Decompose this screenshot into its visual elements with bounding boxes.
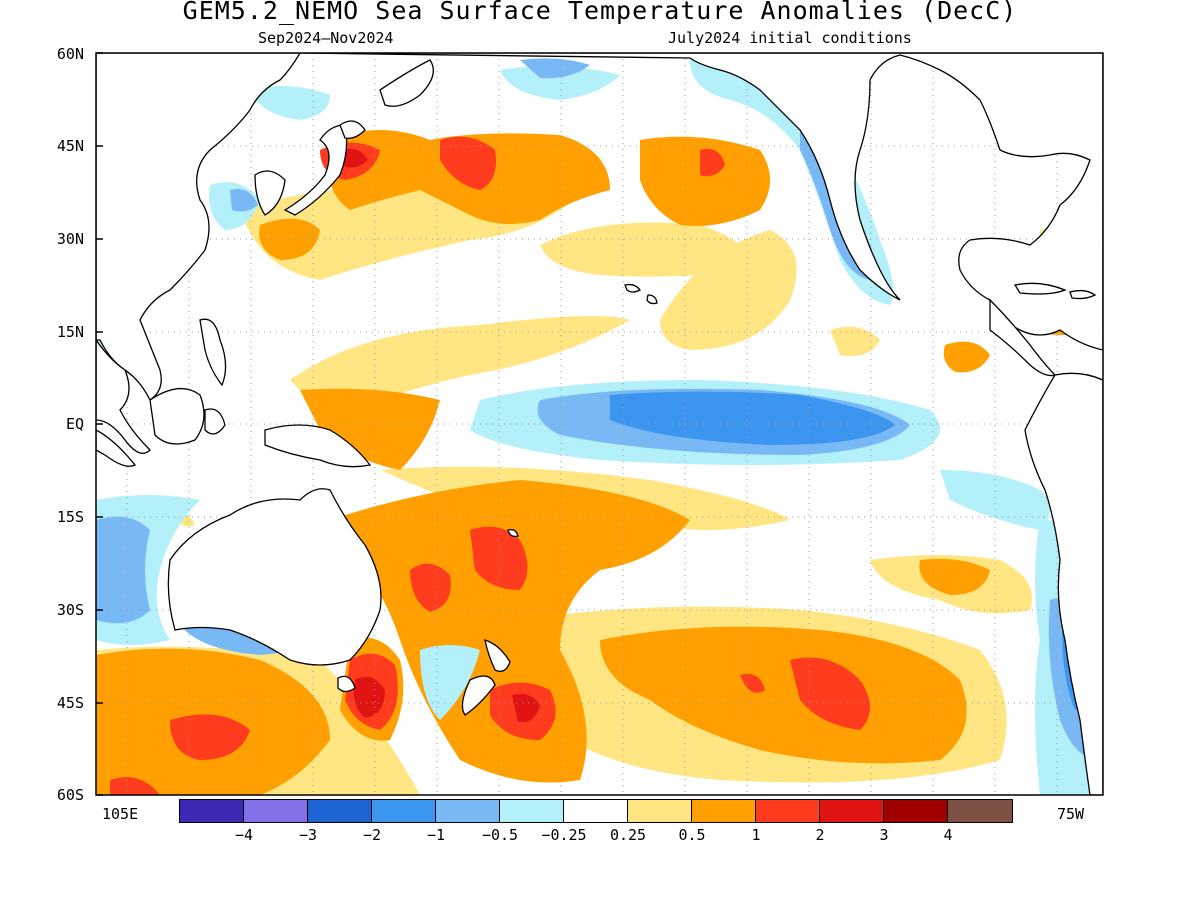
- lon-label-east: 75W: [1057, 805, 1085, 823]
- color-scale-label: −0.25: [541, 826, 587, 844]
- tasmania: [337, 675, 356, 693]
- cuba: [1013, 282, 1067, 295]
- philippines: [199, 318, 227, 387]
- color-scale-label: −1: [426, 826, 446, 844]
- color-swatch-9: [756, 800, 820, 822]
- color-swatch-1: [244, 800, 308, 822]
- color-scale-label: −3: [298, 826, 318, 844]
- color-swatch-2: [308, 800, 372, 822]
- north-america: [299, 53, 1103, 351]
- kamchatka: [379, 59, 434, 107]
- hawaii-big-island: [646, 294, 658, 305]
- hispaniola: [1069, 289, 1097, 300]
- color-scale-label: 1: [751, 826, 761, 844]
- color-swatch-4: [436, 800, 500, 822]
- korea-peninsula: [254, 170, 286, 216]
- color-scale-label: 3: [879, 826, 889, 844]
- map-title: GEM5.2_NEMO Sea Surface Temperature Anom…: [182, 0, 1018, 25]
- color-scale-label: 2: [815, 826, 825, 844]
- color-scale-bar: [179, 799, 1013, 823]
- initial-conditions: July2024 initial conditions: [668, 29, 912, 47]
- hawaii: [624, 283, 641, 293]
- color-swatch-5: [500, 800, 564, 822]
- color-swatch-8: [692, 800, 756, 822]
- lon-label-west: 105E: [102, 805, 139, 823]
- lat-label-15s: 15S: [56, 508, 84, 526]
- anomaly-2-to-3: [340, 148, 540, 723]
- fiji: [507, 528, 519, 538]
- sumatra: [96, 429, 137, 467]
- japan-islands: [283, 124, 348, 216]
- color-scale-label: −4: [234, 826, 254, 844]
- color-swatch-10: [820, 800, 884, 822]
- color-scale-label: 0.25: [609, 826, 647, 844]
- australia: [167, 488, 382, 666]
- new-zealand-north: [484, 639, 511, 673]
- land-coastlines: [96, 53, 1103, 795]
- color-scale-label: 0.5: [678, 826, 706, 844]
- asia-landmass: [96, 53, 301, 401]
- lat-label-eq: EQ: [65, 415, 84, 433]
- color-swatch-11: [884, 800, 948, 822]
- lat-label-60s: 60S: [56, 786, 84, 804]
- borneo: [149, 388, 205, 445]
- new-guinea: [264, 424, 372, 468]
- color-swatch-12: [948, 800, 1012, 822]
- lat-label-45n: 45N: [56, 137, 84, 155]
- indochina-landmass: [96, 338, 151, 454]
- color-scale-label: −2: [362, 826, 382, 844]
- lat-label-30s: 30S: [56, 601, 84, 619]
- color-swatch-0: [180, 800, 244, 822]
- new-zealand-south: [461, 675, 496, 716]
- lat-label-15n: 15N: [56, 323, 84, 341]
- lat-label-30n: 30N: [56, 230, 84, 248]
- sulawesi: [204, 408, 226, 435]
- lat-label-60n: 60N: [56, 45, 84, 63]
- color-swatch-6: [564, 800, 628, 822]
- color-swatch-7: [628, 800, 692, 822]
- color-scale-label: 4: [943, 826, 953, 844]
- hokkaido: [339, 120, 366, 139]
- color-scale-label: −0.5: [481, 826, 519, 844]
- forecast-period: Sep2024–Nov2024: [258, 29, 394, 47]
- lat-label-45s: 45S: [56, 694, 84, 712]
- tick-marks: [96, 52, 103, 796]
- color-swatch-3: [372, 800, 436, 822]
